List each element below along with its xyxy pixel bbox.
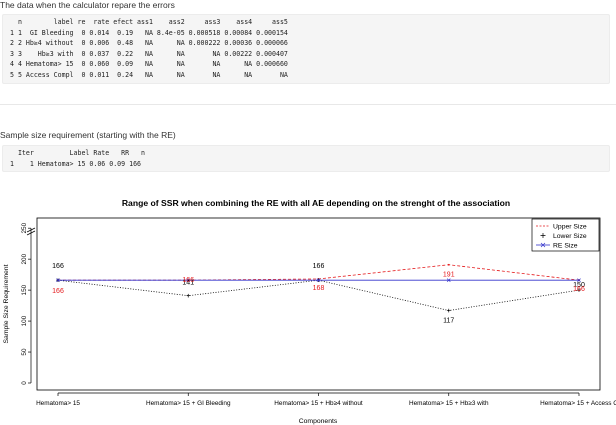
data-label: 191: [443, 272, 455, 279]
x-tick-label: Hematoma> 15 + Hb≥4 without: [274, 400, 363, 407]
data-point: [447, 263, 450, 266]
output-line: 3 3 Hb≥3 with 0 0.037 0.22 NA NA NA 0.00…: [10, 49, 288, 58]
axis-break-mark: [26, 227, 36, 233]
legend-marker: [540, 242, 546, 248]
sample-size-heading: Sample size requirement (starting with t…: [0, 130, 176, 140]
legend-marker: [540, 233, 546, 238]
y-tick-label: 250: [21, 222, 28, 233]
y-tick-label: 100: [21, 315, 28, 326]
legend-entry: RE Size: [553, 242, 578, 249]
output-line: Iter Label Rate RR n: [10, 149, 145, 157]
output-line: n label re rate efect ass1 ass2 ass3 ass…: [10, 18, 288, 26]
data-point: [316, 278, 321, 283]
x-tick-label: Hematoma> 15 + GI Bleeding: [146, 400, 231, 407]
ssr-range-chart: Range of SSR when combining the RE with …: [3, 198, 616, 425]
legend-entry: Lower Size: [553, 233, 587, 240]
axis-break-mark: [26, 230, 36, 236]
legend-box: [531, 218, 600, 252]
data-table-output: n label re rate efect ass1 ass2 ass3 ass…: [2, 14, 610, 84]
y-tick-label: 150: [21, 284, 28, 295]
data-point: [577, 278, 581, 283]
x-tick-label: Hematoma> 15 + Hb≥3 with: [409, 400, 489, 407]
output-line: 1 1 Hematoma> 15 0.06 0.09 166: [10, 159, 142, 168]
data-label: 168: [313, 285, 325, 292]
plot-frame: [36, 217, 601, 391]
data-label: 117: [443, 318, 454, 325]
data-label: 150: [573, 282, 585, 289]
output-line: 4 4 Hematoma> 15 0 0.060 0.09 NA NA NA N…: [10, 60, 288, 69]
data-label: 166: [313, 263, 325, 270]
y-tick-label: 0: [21, 381, 28, 385]
data-point: [186, 293, 191, 298]
chart-title: Range of SSR when combining the RE with …: [122, 198, 510, 208]
data-label: 166: [182, 277, 194, 284]
series-line-lower-size: [57, 279, 580, 311]
data-label: 166: [573, 286, 585, 293]
x-tick-label: Hematoma> 15: [36, 400, 80, 407]
data-point: [186, 278, 191, 283]
x-axis-label: Components: [299, 418, 338, 425]
data-point: [577, 288, 581, 292]
y-tick-label: 200: [21, 253, 28, 264]
x-tick-label: Hematoma> 15 + Access C: [540, 400, 616, 407]
output-line: 2 2 Hb≥4 without 0 0.006 0.48 NA NA 0.00…: [10, 39, 288, 48]
sample-size-output: Iter Label Rate RR n 1 1 Hematoma> 15 0.…: [2, 145, 610, 173]
data-point: [446, 308, 451, 313]
data-point: [56, 278, 60, 283]
output-line: 1 1 GI Bleeding 0 0.014 0.19 NA 8.4e-05 …: [10, 28, 288, 37]
data-label: 166: [52, 263, 64, 270]
y-axis-label: Sample Size Requirement: [3, 264, 10, 343]
data-label: 166: [52, 288, 64, 295]
data-section-heading: The data when the calculator repare the …: [0, 0, 175, 10]
data-point: [446, 278, 451, 283]
output-line: 5 5 Access Compl 0 0.011 0.24 NA NA NA N…: [10, 70, 288, 79]
y-tick-label: 50: [21, 348, 28, 356]
data-label: 141: [182, 280, 194, 287]
divider: [0, 104, 616, 105]
legend-entry: Upper Size: [553, 223, 587, 230]
